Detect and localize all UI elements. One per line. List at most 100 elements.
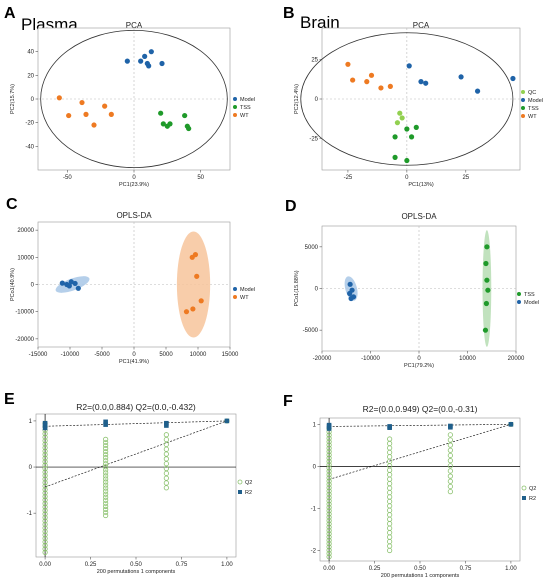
y-tick-label: -20 xyxy=(25,121,34,127)
q2-point xyxy=(163,451,169,457)
q2-point xyxy=(103,451,109,458)
data-point-wt xyxy=(66,112,72,119)
data-point-model xyxy=(148,49,154,55)
q2-point xyxy=(163,485,169,491)
y-tick-label: 0 xyxy=(31,97,35,103)
panel-letter-F: F xyxy=(283,393,293,410)
q2-point xyxy=(42,438,48,444)
data-point-model xyxy=(474,88,481,94)
q2-point xyxy=(326,435,332,441)
q2-point xyxy=(42,472,48,479)
legend-marker-r2 xyxy=(522,496,526,500)
q2-point xyxy=(103,503,109,509)
data-point-wt xyxy=(194,273,200,279)
q2-point xyxy=(103,467,109,473)
q2-point xyxy=(326,488,332,494)
q2-point xyxy=(163,446,169,452)
panel-letter-D: D xyxy=(285,198,297,215)
q2-point xyxy=(326,455,332,461)
q2-point xyxy=(387,436,393,442)
legend-label-model: Model xyxy=(240,287,255,293)
q2-point xyxy=(447,478,453,484)
data-point-wt xyxy=(387,83,393,89)
q2-point xyxy=(326,527,332,534)
q2-point xyxy=(326,501,332,507)
r2-point xyxy=(103,422,108,427)
y-tick-label: 40 xyxy=(27,50,34,56)
q2-point xyxy=(42,490,48,496)
data-point-tss xyxy=(167,121,173,127)
x-tick-label: 0.25 xyxy=(85,562,97,568)
q2-point xyxy=(103,500,109,506)
data-point-model xyxy=(146,63,152,69)
chart-title: R2=(0.0,0.949) Q2=(0.0,-0.31) xyxy=(363,404,478,414)
q2-point xyxy=(103,461,109,467)
q2-point xyxy=(326,448,332,455)
y-axis-label: PC2(15.7%) xyxy=(10,84,16,114)
x-tick-label: 0.25 xyxy=(369,566,381,572)
x-tick-label: 0 xyxy=(132,352,136,358)
data-point-wt xyxy=(102,103,108,109)
plot-frame xyxy=(35,413,237,558)
q2-point xyxy=(103,491,109,497)
data-point-tss xyxy=(392,154,398,160)
q2-point xyxy=(103,455,109,461)
data-point-model xyxy=(423,80,429,86)
q2-point xyxy=(447,452,453,459)
q2-point xyxy=(326,491,332,497)
data-point-wt xyxy=(364,79,370,85)
y-tick-label: 0 xyxy=(315,97,319,103)
q2-point xyxy=(447,447,453,453)
data-point-model xyxy=(72,280,78,287)
q2-point xyxy=(103,445,109,452)
legend-marker-wt xyxy=(233,295,237,299)
legend-label-model: Model xyxy=(528,98,543,104)
chart-brain-oplsda: OPLS-DA -20000 -10000 0 10000 20000 5000 0 -5000… xyxy=(294,212,539,369)
r2-regression-line xyxy=(329,423,511,427)
r2-point xyxy=(508,422,514,427)
q2-point xyxy=(163,470,169,476)
q2-point xyxy=(42,542,48,549)
q2-point xyxy=(163,441,169,448)
q2-point xyxy=(326,524,332,530)
q2-point xyxy=(42,431,48,437)
q2-point xyxy=(103,473,109,479)
q2-point xyxy=(326,537,332,543)
data-point-wt xyxy=(91,122,97,128)
r2-point xyxy=(387,425,392,430)
q2-point xyxy=(42,539,48,545)
data-point-wt xyxy=(198,298,204,304)
data-point-model xyxy=(458,74,464,80)
x-axis-label: PC1(23.9%) xyxy=(119,182,149,188)
data-point-wt xyxy=(368,72,375,78)
q2-point xyxy=(163,480,169,486)
panel-letter-A: A xyxy=(4,5,16,22)
y-tick-label: 25 xyxy=(311,58,318,64)
panel-letter-C: C xyxy=(6,196,18,213)
x-tick-label: 1.00 xyxy=(505,566,517,572)
y-tick-label: 0 xyxy=(315,287,319,293)
data-point-model xyxy=(159,60,165,67)
data-point-qc xyxy=(394,120,401,126)
q2-point xyxy=(326,550,332,557)
y-tick-label: 1 xyxy=(313,422,317,428)
legend-marker-wt xyxy=(233,113,237,117)
data-point-tss xyxy=(484,277,490,283)
legend-label-r2: R2 xyxy=(245,490,252,496)
q2-point xyxy=(326,485,332,491)
legend-marker-model xyxy=(233,287,237,291)
q2-point xyxy=(42,483,48,489)
x-axis-label: PC1(79.2%) xyxy=(404,363,434,369)
q2-point xyxy=(326,494,332,501)
x-tick-label: -50 xyxy=(63,175,72,181)
legend-label-wt: WT xyxy=(528,114,537,120)
legend-marker-model xyxy=(521,98,525,102)
data-point-tss xyxy=(160,121,166,127)
x-tick-label: 10000 xyxy=(459,356,476,362)
q2-point xyxy=(42,511,48,517)
x-tick-label: 0 xyxy=(417,356,421,362)
q2-point xyxy=(447,458,453,464)
q2-point xyxy=(326,534,332,540)
data-point-tss xyxy=(186,125,192,132)
x-tick-label: 15000 xyxy=(222,352,239,358)
